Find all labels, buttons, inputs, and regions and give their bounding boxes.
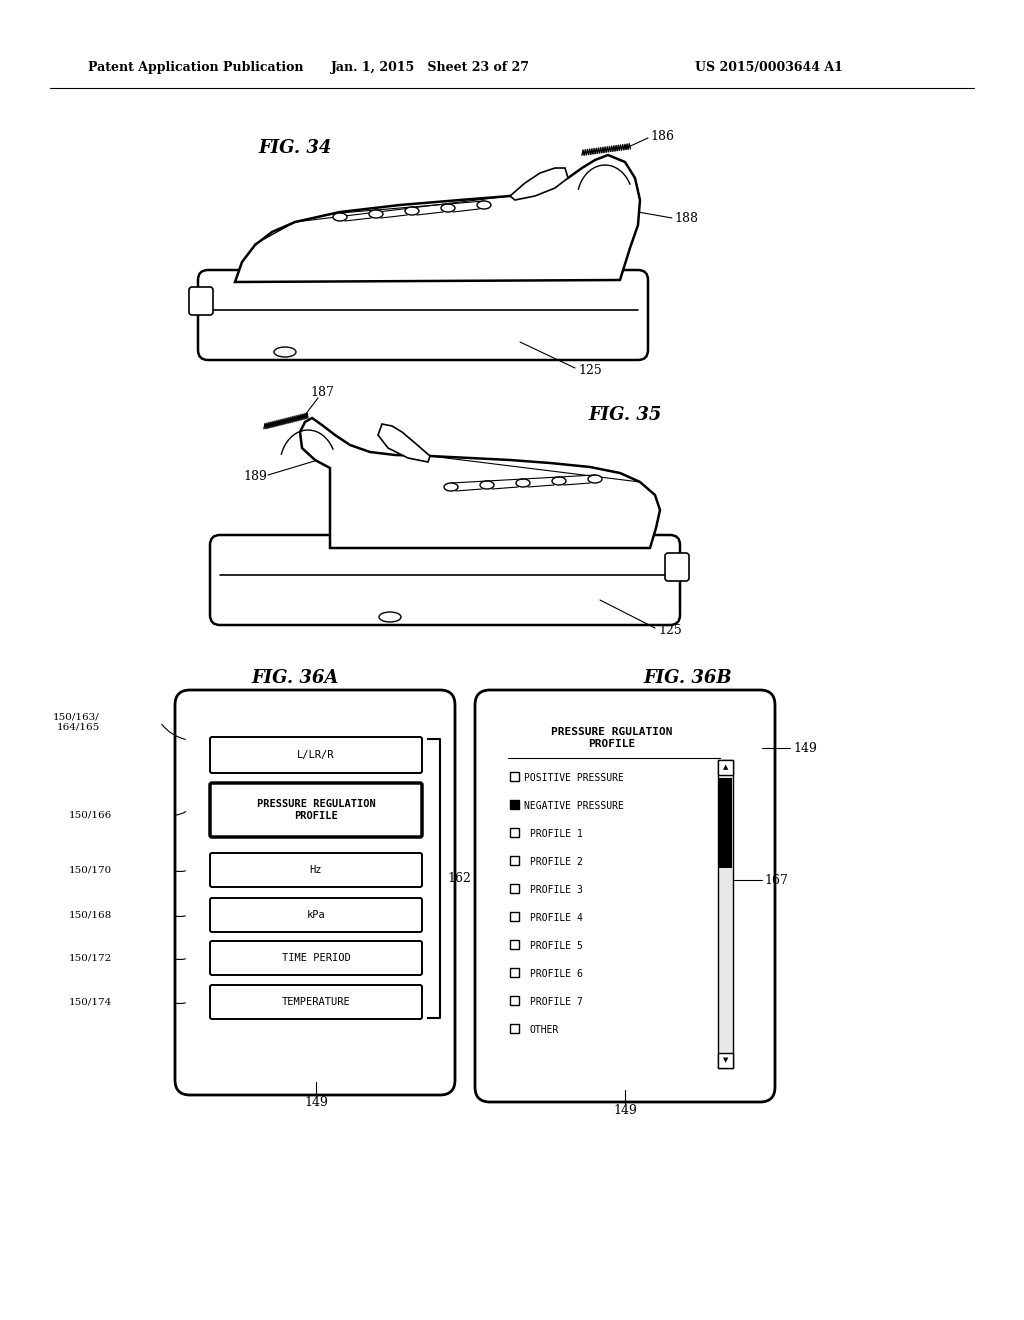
- FancyBboxPatch shape: [475, 690, 775, 1102]
- Text: POSITIVE PRESSURE: POSITIVE PRESSURE: [524, 774, 624, 783]
- FancyBboxPatch shape: [175, 690, 455, 1096]
- FancyBboxPatch shape: [189, 286, 213, 315]
- Bar: [510, 800, 519, 809]
- Bar: [510, 997, 519, 1005]
- Text: L/LR/R: L/LR/R: [297, 750, 335, 760]
- Text: FIG. 36B: FIG. 36B: [644, 669, 732, 686]
- Ellipse shape: [588, 475, 602, 483]
- Text: 167: 167: [764, 874, 787, 887]
- Bar: [510, 968, 519, 977]
- Text: PRESSURE RGULATION
PROFILE: PRESSURE RGULATION PROFILE: [551, 727, 673, 748]
- Bar: [718, 760, 733, 1068]
- Ellipse shape: [552, 477, 566, 484]
- Text: Jan. 1, 2015   Sheet 23 of 27: Jan. 1, 2015 Sheet 23 of 27: [331, 62, 529, 74]
- Polygon shape: [234, 154, 640, 282]
- FancyBboxPatch shape: [210, 941, 422, 975]
- Text: 149: 149: [304, 1097, 328, 1110]
- Text: PROFILE 5: PROFILE 5: [530, 941, 583, 950]
- FancyBboxPatch shape: [210, 535, 680, 624]
- Text: 187: 187: [310, 387, 334, 400]
- Ellipse shape: [406, 207, 419, 215]
- Text: Patent Application Publication: Patent Application Publication: [88, 62, 303, 74]
- Text: Hz: Hz: [309, 865, 323, 875]
- Text: 150/168: 150/168: [69, 911, 112, 920]
- Bar: [718, 760, 733, 775]
- Text: 125: 125: [578, 363, 602, 376]
- Text: 150/166: 150/166: [69, 810, 112, 820]
- Text: 150/163/
164/165: 150/163/ 164/165: [53, 713, 100, 731]
- Text: TIME PERIOD: TIME PERIOD: [282, 953, 350, 964]
- Text: ▲: ▲: [723, 764, 728, 771]
- FancyBboxPatch shape: [198, 271, 648, 360]
- Bar: [718, 1053, 733, 1068]
- Text: US 2015/0003644 A1: US 2015/0003644 A1: [695, 62, 843, 74]
- Bar: [719, 777, 732, 869]
- Bar: [510, 884, 519, 894]
- Text: PRESSURE REGULATION
PROFILE: PRESSURE REGULATION PROFILE: [257, 799, 376, 821]
- Text: PROFILE 3: PROFILE 3: [530, 884, 583, 895]
- Ellipse shape: [516, 479, 530, 487]
- Ellipse shape: [333, 213, 347, 220]
- Text: NEGATIVE PRESSURE: NEGATIVE PRESSURE: [524, 801, 624, 810]
- Text: 149: 149: [793, 742, 817, 755]
- Ellipse shape: [444, 483, 458, 491]
- FancyBboxPatch shape: [210, 898, 422, 932]
- Text: FIG. 36A: FIG. 36A: [251, 669, 339, 686]
- Text: 189: 189: [243, 470, 267, 483]
- Text: 149: 149: [613, 1104, 637, 1117]
- Text: OTHER: OTHER: [530, 1026, 559, 1035]
- Ellipse shape: [480, 480, 494, 488]
- Text: FIG. 35: FIG. 35: [589, 407, 662, 424]
- Bar: [510, 1024, 519, 1034]
- FancyBboxPatch shape: [210, 853, 422, 887]
- FancyBboxPatch shape: [665, 553, 689, 581]
- Text: FIG. 34: FIG. 34: [258, 139, 332, 157]
- Bar: [510, 940, 519, 949]
- Text: kPa: kPa: [306, 909, 326, 920]
- Text: 162: 162: [447, 871, 471, 884]
- Text: TEMPERATURE: TEMPERATURE: [282, 997, 350, 1007]
- Text: PROFILE 1: PROFILE 1: [530, 829, 583, 840]
- Ellipse shape: [379, 612, 401, 622]
- Text: ▼: ▼: [723, 1057, 728, 1064]
- Bar: [510, 855, 519, 865]
- Text: 150/170: 150/170: [69, 866, 112, 874]
- Text: 188: 188: [674, 211, 698, 224]
- Text: PROFILE 2: PROFILE 2: [530, 857, 583, 867]
- Ellipse shape: [274, 347, 296, 356]
- Bar: [510, 912, 519, 921]
- FancyBboxPatch shape: [210, 737, 422, 774]
- Text: 186: 186: [650, 129, 674, 143]
- Polygon shape: [378, 424, 430, 462]
- Text: 150/172: 150/172: [69, 953, 112, 962]
- Ellipse shape: [441, 205, 455, 213]
- Bar: [510, 772, 519, 781]
- Text: PROFILE 6: PROFILE 6: [530, 969, 583, 979]
- Text: 125: 125: [658, 623, 682, 636]
- Ellipse shape: [369, 210, 383, 218]
- Text: PROFILE 4: PROFILE 4: [530, 913, 583, 923]
- FancyBboxPatch shape: [210, 783, 422, 837]
- Ellipse shape: [477, 201, 490, 209]
- Bar: [510, 828, 519, 837]
- Text: 150/174: 150/174: [69, 998, 112, 1006]
- Polygon shape: [300, 418, 660, 548]
- Polygon shape: [510, 168, 568, 201]
- FancyBboxPatch shape: [210, 985, 422, 1019]
- Text: PROFILE 7: PROFILE 7: [530, 997, 583, 1007]
